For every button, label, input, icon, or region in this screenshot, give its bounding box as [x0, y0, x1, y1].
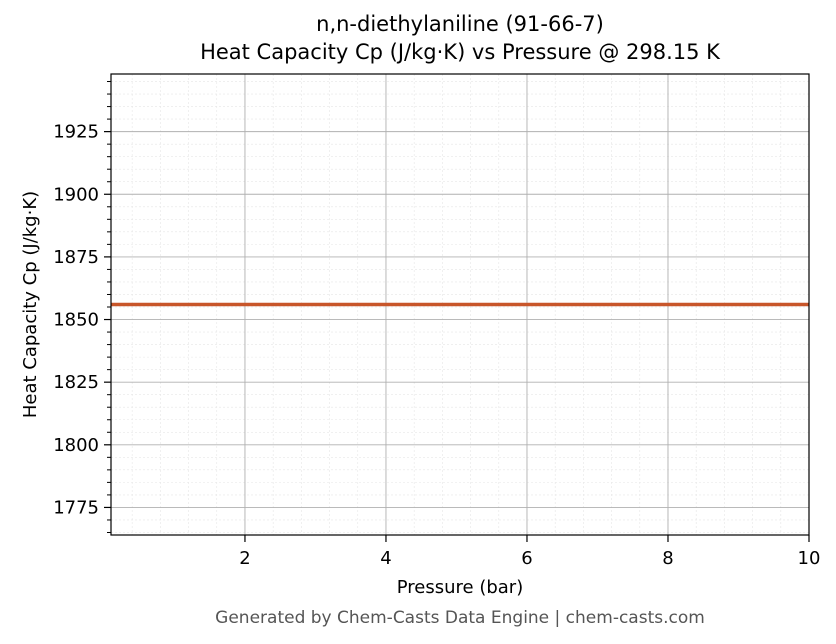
footer-credit: Generated by Chem-Casts Data Engine | ch… [215, 608, 705, 628]
chart-subtitle: Heat Capacity Cp (J/kg·K) vs Pressure @ … [200, 40, 720, 64]
y-tick-label: 1925 [53, 122, 99, 143]
axis-ticks [104, 81, 810, 542]
y-tick-label: 1850 [53, 310, 99, 331]
y-axis-label: Heat Capacity Cp (J/kg·K) [20, 191, 41, 418]
x-tick-label: 8 [662, 548, 673, 569]
plot-frame [110, 73, 810, 536]
y-tick-label: 1900 [53, 184, 99, 205]
x-tick-label: 4 [380, 548, 391, 569]
chart-title: n,n-diethylaniline (91-66-7) [316, 12, 604, 36]
y-tick-label: 1775 [53, 497, 99, 518]
major-grid [111, 74, 809, 535]
x-tick-label: 6 [521, 548, 532, 569]
x-tick-label: 10 [798, 548, 821, 569]
minor-grid [111, 74, 809, 535]
x-tick-label: 2 [239, 548, 250, 569]
x-axis-label: Pressure (bar) [397, 577, 523, 598]
y-tick-label: 1875 [53, 247, 99, 268]
y-tick-label: 1800 [53, 435, 99, 456]
y-tick-label: 1825 [53, 372, 99, 393]
tick-labels: 2 4 6 8 10 1775 1800 1825 1850 1875 1900 1925 [53, 122, 820, 569]
